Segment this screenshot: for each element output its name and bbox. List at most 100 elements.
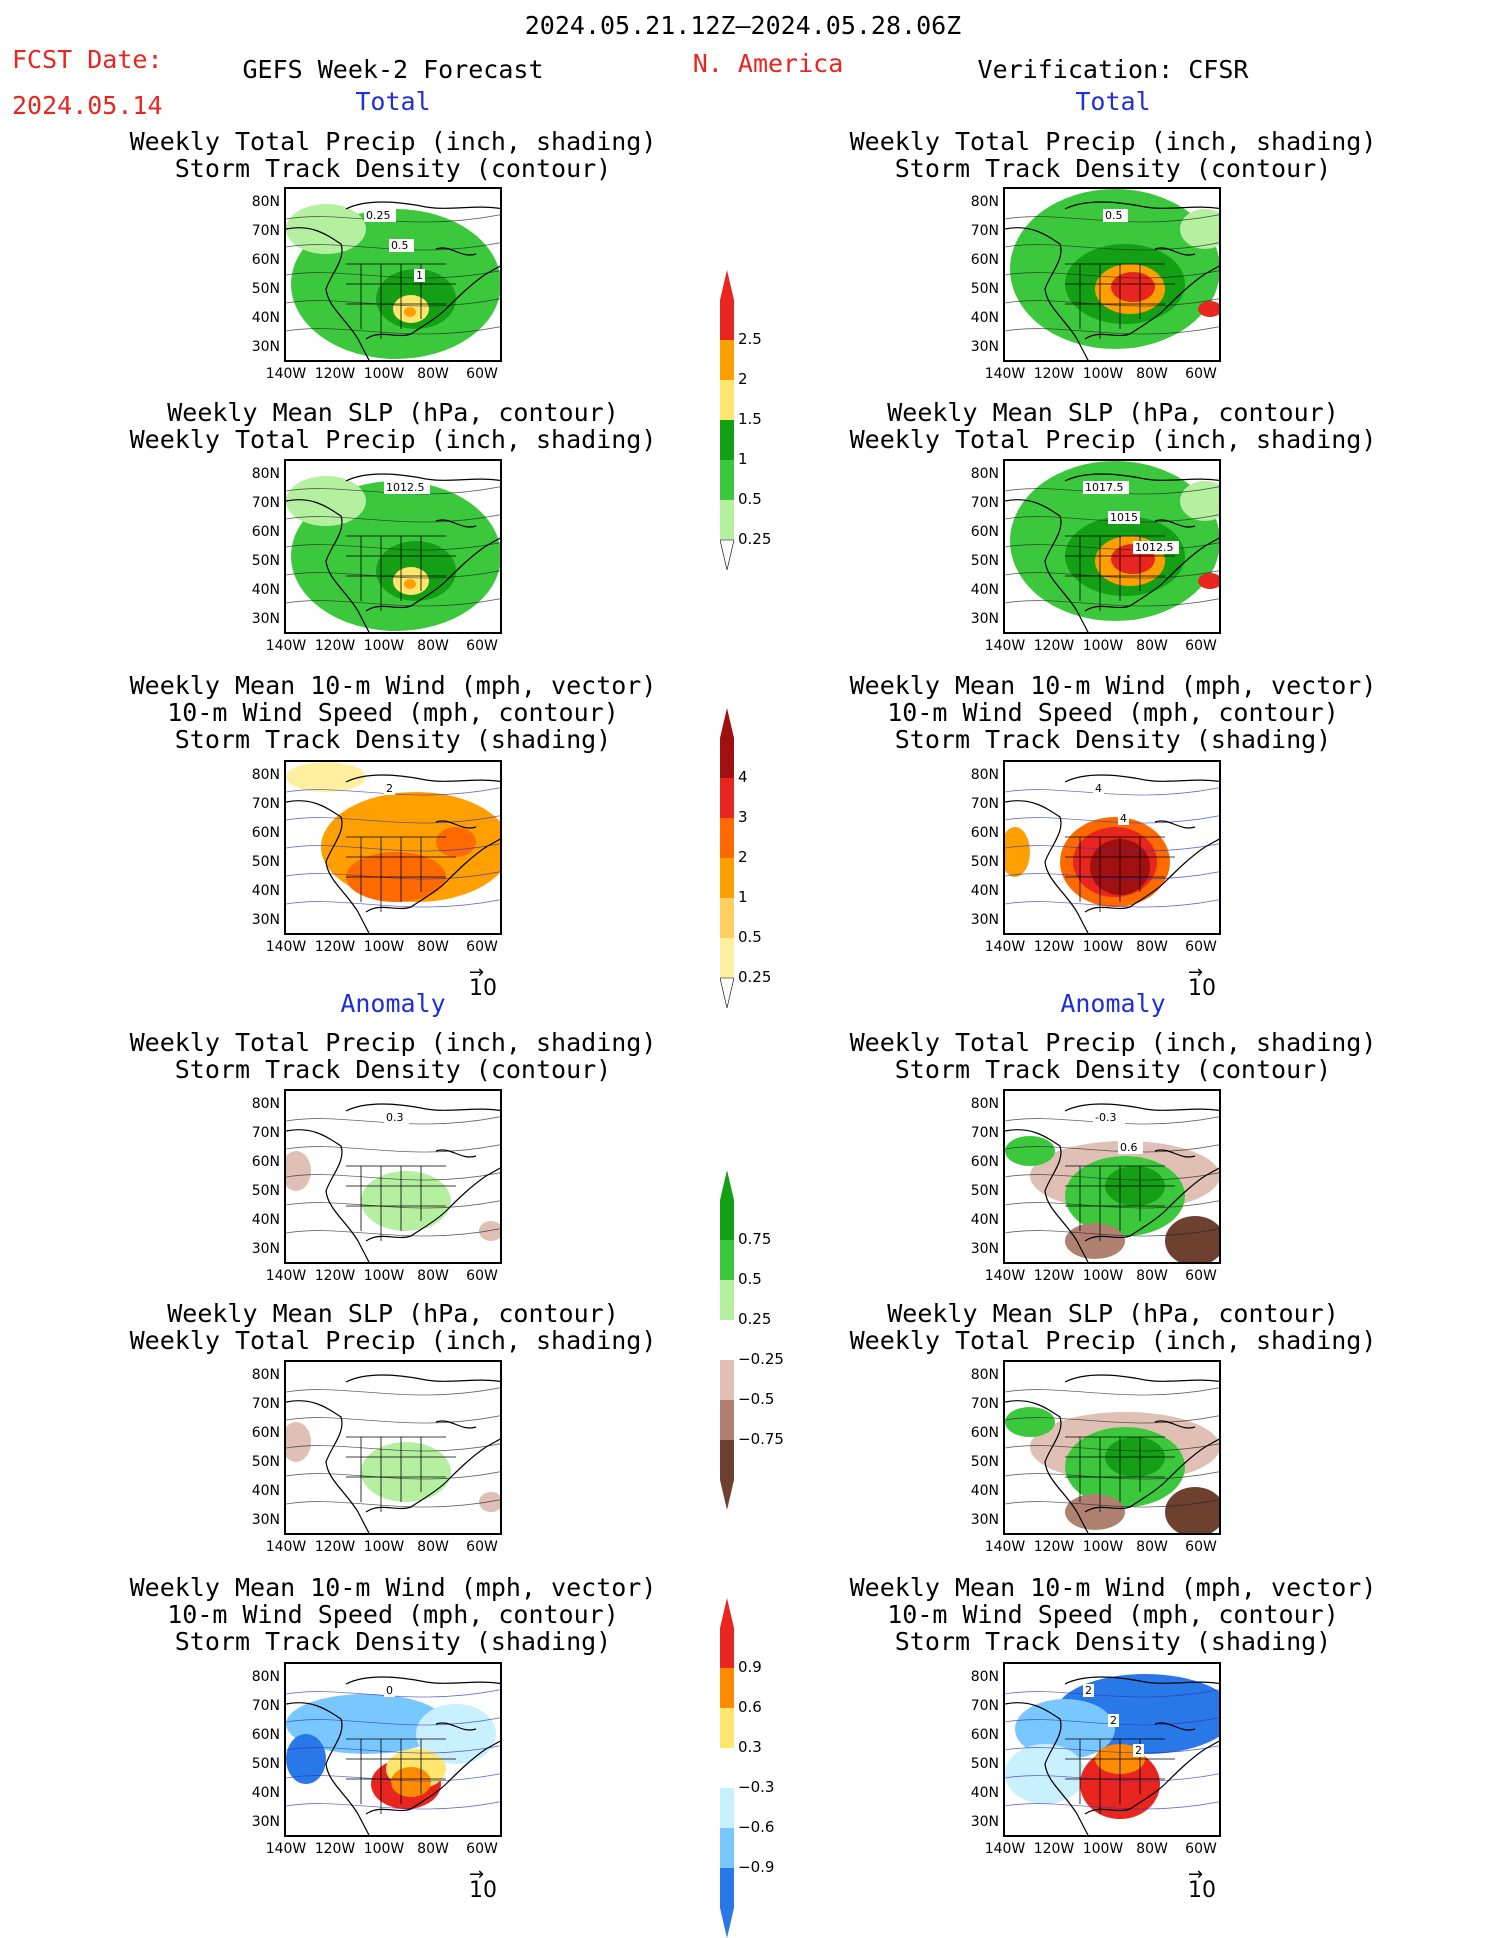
panel-r2-right-map: 1017.5 1015 1012.5	[1003, 459, 1221, 634]
panel-r5-right-lon-label: 60W	[1185, 1539, 1217, 1555]
colorbar-precip_anom-label: −0.75	[738, 1430, 784, 1448]
colorbar-precip_total-segment-1	[720, 300, 734, 340]
panel-r4-left-lon-label: 100W	[363, 1268, 405, 1284]
panel-r3-right-title-line-1: Weekly Mean 10-m Wind (mph, vector)	[849, 671, 1377, 700]
panel-r2-left-lat-label: 70N	[251, 495, 280, 511]
panel-r2-right-lat-label: 50N	[970, 553, 999, 569]
panel-r1-left-lat-label: 70N	[251, 223, 280, 239]
panel-r1-right-contour-2	[1005, 242, 1219, 251]
panel-r4-left-shade-3	[479, 1221, 500, 1241]
panel-r6-left-contour-1	[286, 1689, 500, 1698]
panel-r6-left-lat-label: 30N	[251, 1814, 280, 1830]
panel-r1-left-contour-label-1: 0.25	[366, 209, 391, 222]
colorbar-precip_total-label: 2.5	[738, 330, 762, 348]
panel-r6-left-lon-label: 120W	[314, 1841, 356, 1857]
panel-r2-right-contour-label-2: 1015	[1110, 511, 1138, 524]
panel-r3-right-vector-ref-value: 10	[1188, 976, 1216, 1001]
panel-r2-left-lat-label: 50N	[251, 553, 280, 569]
panel-r2-left-shade-5	[404, 579, 416, 589]
panel-r4-left-contour-label-bg-1	[384, 1111, 409, 1124]
colorbar-storm_anom-tip-top	[720, 1598, 734, 1628]
panel-r1-left-contour-label-bg-2	[389, 239, 414, 252]
panel-r5-right-lat-label: 80N	[970, 1367, 999, 1383]
panel-r2-left-contour-label-bg-1	[384, 481, 430, 494]
colorbar-storm_anom-label: 0.6	[738, 1698, 762, 1716]
panel-r6-left-lon-label: 80W	[417, 1841, 449, 1857]
panel-r5-left-lon-label: 60W	[466, 1539, 498, 1555]
panel-r4-right-lon-label: 80W	[1136, 1268, 1168, 1284]
panel-r5-left-map	[284, 1360, 502, 1535]
panel-r2-right-lat-label: 70N	[970, 495, 999, 511]
colorbar-storm_total-segment-3	[720, 818, 734, 858]
panel-r4-left-state-borders	[346, 1165, 456, 1241]
colorbar-storm_anom-segment-6	[720, 1828, 734, 1868]
panel-r4-left-title-line-1: Weekly Total Precip (inch, shading)	[129, 1028, 657, 1057]
panel-r6-left-contour-2	[286, 1717, 500, 1726]
panel-r4-right-lat-label: 30N	[970, 1241, 999, 1257]
panel-r5-right-state-borders	[1065, 1436, 1175, 1512]
date-range-title: 2024.05.21.12Z–2024.05.28.06Z	[524, 11, 962, 40]
panel-r5-left-title-line-1: Weekly Mean SLP (hPa, contour)	[167, 1299, 619, 1328]
panel-r2-left-contour-2	[286, 514, 500, 523]
panel-r4-right-lat-label: 80N	[970, 1096, 999, 1112]
panel-r6-right-contour-1	[1005, 1689, 1219, 1698]
panel-r1-left-contour-2	[286, 242, 500, 251]
panel-r6-right-lat-label: 50N	[970, 1756, 999, 1772]
panel-r3-left-contour-1	[286, 787, 500, 796]
section-total-left: Total	[355, 87, 431, 116]
panel-r1-left-coastline	[286, 201, 500, 360]
panel-r2-right-lon-label: 100W	[1082, 638, 1124, 654]
panel-r3-left-lat-label: 70N	[251, 796, 280, 812]
panel-r6-left-vector-ref-value: 10	[469, 1878, 497, 1903]
panel-r6-right-contour-label-3: 2	[1135, 1744, 1142, 1757]
panel-r5-left-coastline	[286, 1374, 500, 1533]
panel-r3-right-lon-label: 120W	[1033, 939, 1075, 955]
panel-r6-right-contour-label-bg-2	[1108, 1714, 1119, 1727]
panel-r3-right-contour-2	[1005, 815, 1219, 824]
panel-r2-right-lon-label: 80W	[1136, 638, 1168, 654]
panel-r3-right-lat-label: 80N	[970, 767, 999, 783]
panel-r6-left-title-line-2: 10-m Wind Speed (mph, contour)	[167, 1600, 619, 1629]
panel-r6-left-vector-ref: → 10	[469, 1864, 497, 1903]
panel-r3-left-lon-label: 60W	[466, 939, 498, 955]
panel-r5-right-lat-label: 30N	[970, 1512, 999, 1528]
colorbar-storm_total-segment-6	[720, 938, 734, 978]
panel-r2-left-title-line-2: Weekly Total Precip (inch, shading)	[129, 425, 657, 454]
panel-r6-right-shade-2	[1015, 1699, 1115, 1759]
colorbar-precip_total-label: 1.5	[738, 410, 762, 428]
panel-r1-left-lon-label: 60W	[466, 366, 498, 382]
colorbar-storm_anom-segment-3	[720, 1708, 734, 1748]
panel-r5-left-lat-label: 40N	[251, 1483, 280, 1499]
panel-r5-right-coastline	[1005, 1374, 1219, 1533]
colorbar-precip_anom-segment-4	[720, 1320, 734, 1360]
panel-r2-left-lat-label: 60N	[251, 524, 280, 540]
panel-r3-left-vector-ref-value: 10	[469, 976, 497, 1001]
panel-r3-left-state-borders	[346, 836, 456, 912]
panel-r4-left-shade-2	[286, 1151, 311, 1191]
panel-r6-right-lat-label: 80N	[970, 1669, 999, 1685]
panel-r3-right-contour-1	[1005, 787, 1219, 796]
panel-r2-left-state-borders	[346, 535, 456, 611]
colorbar-precip-anom	[720, 1170, 734, 1510]
panel-r3-right-lat-label: 30N	[970, 912, 999, 928]
panel-r3-right-title-line-3: Storm Track Density (shading)	[894, 725, 1332, 754]
colorbar-precip_total-label: 0.5	[738, 490, 762, 508]
panel-r6-right-coastline	[1005, 1676, 1219, 1835]
panel-r2-right-lon-label: 140W	[984, 638, 1026, 654]
panel-r4-right-contour-label-bg-2	[1118, 1141, 1143, 1154]
panel-r1-right-title-line-2: Storm Track Density (contour)	[894, 154, 1332, 183]
panel-r6-right-contour-label-bg-3	[1133, 1744, 1144, 1757]
panel-r2-right-contour-label-bg-1	[1083, 481, 1129, 494]
colorbar-storm_total-label: 0.25	[738, 968, 772, 986]
panel-r3-right-lat-label: 40N	[970, 883, 999, 899]
colorbar-storm_anom-tip-bottom	[720, 1908, 734, 1938]
panel-r2-left-lon-label: 80W	[417, 638, 449, 654]
panel-r4-right-map: -0.3 0.6	[1003, 1089, 1221, 1264]
panel-r1-left-lat-label: 80N	[251, 194, 280, 210]
panel-r4-right-contour-label-1: -0.3	[1095, 1111, 1116, 1124]
panel-r6-right-shade-3	[1005, 1744, 1085, 1804]
panel-r2-left-contour-label-1: 1012.5	[386, 481, 425, 494]
panel-r4-left-lat-label: 80N	[251, 1096, 280, 1112]
panel-r3-left-title-line-2: 10-m Wind Speed (mph, contour)	[167, 698, 619, 727]
